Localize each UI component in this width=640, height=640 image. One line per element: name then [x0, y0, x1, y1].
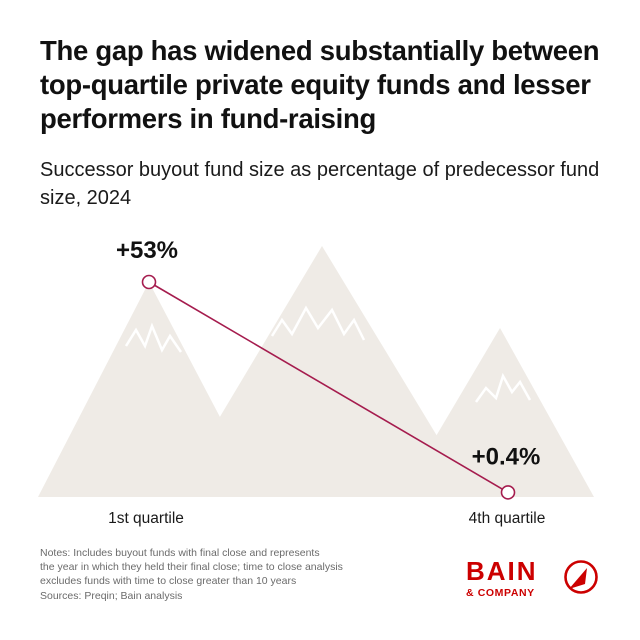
data-label-1: +53% — [116, 237, 178, 264]
bain-logo: BAIN & COMPANY — [466, 556, 606, 606]
mountain-snowline-right — [474, 372, 532, 403]
mountains-background — [38, 246, 594, 497]
data-label-2: +0.4% — [472, 443, 541, 470]
logo-compass-icon — [564, 560, 598, 594]
chart-title: The gap has widened substantially betwee… — [40, 35, 600, 134]
data-point-2 — [500, 485, 516, 500]
chart-subtitle: Successor buyout fund size as percentage… — [40, 159, 600, 209]
logo-subtitle: & COMPANY — [466, 587, 535, 599]
notes-line-1: Notes: Includes buyout funds with final … — [40, 547, 320, 559]
sources-line: Sources: Preqin; Bain analysis — [40, 589, 183, 602]
mountain-snowline-left — [124, 322, 183, 353]
mountain-center — [172, 246, 474, 497]
notes: Notes: Includes buyout funds with final … — [40, 546, 440, 603]
notes-line-2: the year in which they held their final … — [40, 561, 343, 574]
category-label-2: 4th quartile — [469, 510, 546, 527]
mountain-snowline-center — [270, 305, 366, 341]
series-line — [148, 281, 509, 494]
category-label-1: 1st quartile — [108, 510, 184, 527]
logo-wordmark: BAIN — [466, 556, 538, 586]
data-point-1 — [141, 274, 157, 290]
mountain-right — [400, 328, 594, 497]
notes-line-3: excludes funds with time to close greate… — [40, 575, 297, 588]
